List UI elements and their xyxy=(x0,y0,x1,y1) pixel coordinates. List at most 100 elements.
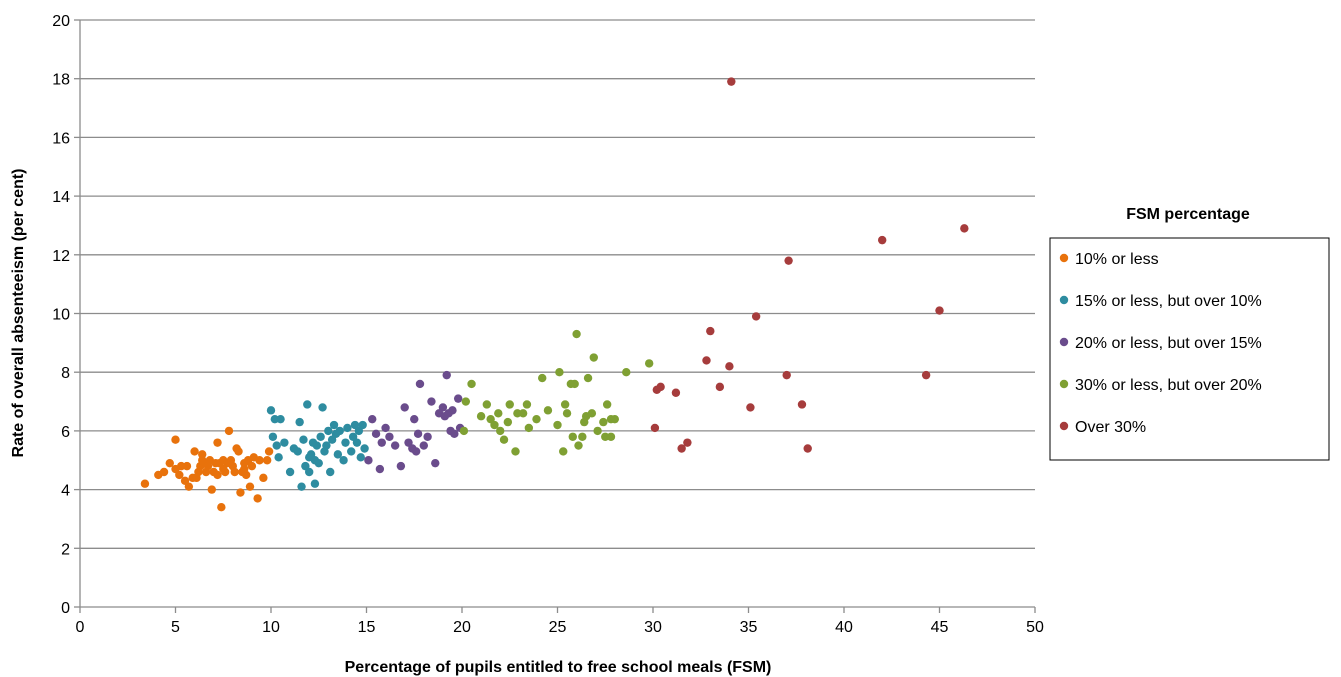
data-point xyxy=(285,467,295,477)
data-point xyxy=(543,406,553,415)
data-point xyxy=(234,447,243,456)
data-point xyxy=(245,482,255,491)
data-point xyxy=(518,409,528,418)
data-point xyxy=(303,400,312,409)
data-point xyxy=(503,417,513,427)
x-tick-label: 5 xyxy=(171,619,180,636)
data-point xyxy=(490,420,499,430)
data-point xyxy=(272,441,281,450)
data-point xyxy=(299,435,308,444)
data-point xyxy=(935,306,944,315)
data-point xyxy=(560,400,570,409)
series-2 xyxy=(266,400,369,491)
data-point xyxy=(368,414,377,424)
legend-marker xyxy=(1059,337,1069,347)
data-point xyxy=(431,458,440,468)
data-point xyxy=(400,403,409,412)
data-point xyxy=(335,426,344,436)
data-point xyxy=(347,447,356,456)
data-point xyxy=(358,420,367,430)
data-point xyxy=(727,77,736,86)
y-tick-label: 14 xyxy=(52,189,70,206)
data-point xyxy=(217,503,226,512)
data-point xyxy=(262,456,272,465)
data-point xyxy=(175,470,184,480)
data-point xyxy=(438,403,448,412)
y-tick-label: 0 xyxy=(61,600,70,617)
x-tick-label: 15 xyxy=(358,619,376,636)
data-point xyxy=(385,432,394,441)
data-point xyxy=(522,400,532,409)
data-point xyxy=(377,438,386,447)
data-point xyxy=(570,379,579,389)
legend-marker xyxy=(1059,421,1069,431)
data-point xyxy=(339,456,348,465)
data-point xyxy=(448,406,457,415)
legend-title: FSM percentage xyxy=(1126,206,1250,223)
data-point xyxy=(453,394,463,403)
data-point xyxy=(236,488,245,497)
data-point xyxy=(371,429,381,439)
data-point xyxy=(562,409,572,418)
data-point xyxy=(511,447,520,456)
data-point xyxy=(413,429,423,439)
data-point xyxy=(715,382,725,392)
legend-box xyxy=(1049,237,1330,461)
data-point xyxy=(751,312,761,321)
y-tick-label: 20 xyxy=(52,13,70,30)
data-point xyxy=(683,438,692,447)
data-point xyxy=(782,370,791,380)
data-point xyxy=(305,453,314,462)
data-point xyxy=(505,400,514,409)
data-point xyxy=(364,456,373,465)
data-point xyxy=(255,456,264,465)
data-point xyxy=(593,426,602,436)
series-5 xyxy=(650,77,969,453)
x-axis-title: Percentage of pupils entitled to free sc… xyxy=(345,659,772,676)
data-point xyxy=(555,368,564,377)
data-point xyxy=(381,423,390,433)
data-point xyxy=(656,382,665,392)
data-point xyxy=(583,373,593,383)
data-point xyxy=(482,400,492,409)
data-point xyxy=(725,362,734,371)
data-point xyxy=(295,417,304,427)
data-point xyxy=(253,494,262,503)
series-1 xyxy=(140,426,274,512)
data-point xyxy=(266,406,276,415)
x-tick-label: 30 xyxy=(644,619,662,636)
legend-label: 20% or less, but over 15% xyxy=(1075,335,1262,352)
data-point xyxy=(878,235,887,245)
data-point xyxy=(702,356,711,365)
data-point xyxy=(960,224,969,233)
x-tick-label: 20 xyxy=(453,619,471,636)
x-tick-labels: 0 5 10 15 20 25 30 35 40 45 50 xyxy=(76,619,1044,636)
data-point xyxy=(671,388,681,397)
gridlines xyxy=(80,19,1035,549)
data-point xyxy=(207,485,216,494)
legend-items: 10% or less 15% or less, but over 10% 20% … xyxy=(1059,251,1262,436)
data-point xyxy=(559,447,568,456)
legend: FSM percentage 10% or less 15% or less, b… xyxy=(1049,206,1330,461)
data-point xyxy=(305,467,314,477)
data-point xyxy=(574,441,583,450)
x-tick-label: 25 xyxy=(549,619,567,636)
data-point xyxy=(224,426,234,436)
legend-label: 10% or less xyxy=(1075,251,1159,268)
data-point xyxy=(390,441,400,450)
y-tick-label: 8 xyxy=(61,365,70,382)
data-point xyxy=(268,432,278,441)
data-point xyxy=(797,400,807,409)
data-point xyxy=(427,397,436,406)
data-point xyxy=(921,370,931,380)
data-point xyxy=(622,368,631,377)
data-point xyxy=(375,464,385,474)
data-point xyxy=(310,479,320,488)
data-point xyxy=(419,441,428,450)
data-point xyxy=(318,403,327,412)
data-point xyxy=(293,447,302,456)
data-point xyxy=(599,417,608,427)
legend-marker xyxy=(1059,379,1069,389)
data-point xyxy=(396,461,406,471)
y-tick-label: 4 xyxy=(61,483,70,500)
